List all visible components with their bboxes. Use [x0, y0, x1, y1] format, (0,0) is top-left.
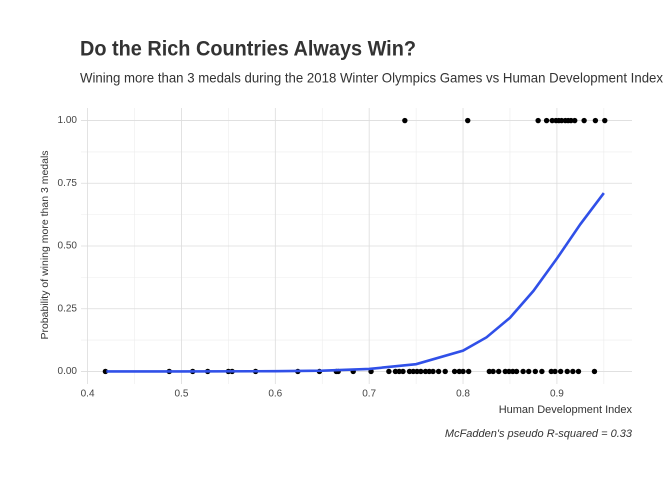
point — [396, 368, 402, 375]
point — [564, 368, 570, 375]
point — [456, 368, 462, 375]
point — [410, 368, 416, 375]
point — [430, 368, 436, 375]
point — [496, 368, 502, 375]
point — [539, 368, 545, 375]
fit-line — [106, 192, 605, 373]
point — [526, 368, 532, 375]
y-tick-label: 0.50 — [58, 241, 78, 252]
point — [460, 368, 466, 375]
x-tick-label: 0.8 — [456, 389, 470, 400]
point — [548, 368, 554, 375]
point — [549, 117, 555, 124]
y-tick-label: 0.75 — [58, 178, 78, 189]
point — [426, 368, 432, 375]
point — [543, 117, 550, 124]
x-tick-label: 0.9 — [550, 389, 564, 400]
point — [418, 368, 424, 375]
point — [510, 368, 516, 375]
point — [442, 368, 448, 375]
x-tick-label: 0.5 — [174, 389, 188, 400]
point — [465, 117, 471, 124]
y-tick-label: 1.00 — [58, 115, 78, 126]
point — [520, 368, 526, 375]
point — [572, 117, 578, 124]
point — [535, 117, 541, 124]
point — [490, 368, 496, 375]
point — [575, 368, 582, 375]
y-axis-label: Probability of wining more than 3 medals — [39, 150, 51, 339]
point — [558, 117, 565, 124]
y-tick-label: 0.00 — [58, 366, 78, 377]
point — [386, 368, 392, 375]
point — [568, 117, 574, 124]
point — [422, 368, 429, 375]
x-tick-label: 0.7 — [362, 389, 376, 400]
point — [465, 368, 472, 375]
point — [506, 368, 512, 375]
point — [502, 368, 508, 375]
y-tick-label: 0.25 — [58, 303, 78, 314]
point — [486, 368, 493, 375]
point — [557, 368, 564, 375]
point — [532, 368, 539, 375]
x-tick-label: 0.6 — [268, 389, 282, 400]
chart-title: Do the Rich Countries Always Win? — [80, 38, 416, 61]
point — [602, 117, 608, 124]
point — [435, 368, 442, 375]
point — [102, 368, 109, 375]
point — [414, 368, 420, 375]
point — [406, 368, 413, 375]
point — [451, 368, 458, 375]
point — [402, 117, 408, 124]
point — [570, 368, 576, 375]
point — [552, 368, 558, 375]
point — [513, 368, 520, 375]
point — [400, 368, 406, 375]
point — [392, 368, 399, 375]
x-axis-label: Human Development Index — [499, 404, 633, 416]
caption: McFadden's pseudo R-squared = 0.33 — [445, 428, 633, 440]
x-tick-label: 0.4 — [81, 389, 95, 400]
point — [591, 368, 598, 375]
point — [581, 117, 587, 124]
point — [592, 117, 599, 124]
chart-subtitle: Wining more than 3 medals during the 201… — [80, 70, 663, 86]
